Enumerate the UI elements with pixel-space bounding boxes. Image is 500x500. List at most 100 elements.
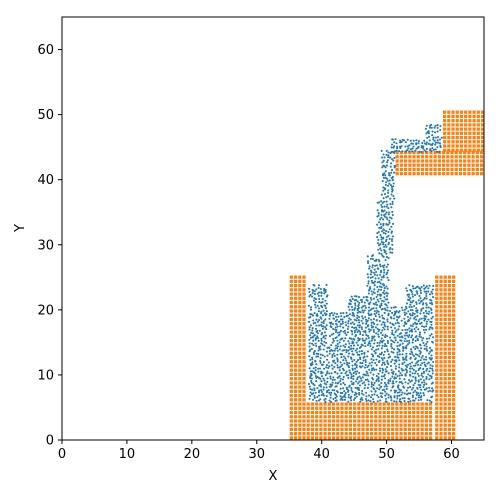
fluid-particle [389,216,392,219]
fluid-particle [336,331,339,334]
fluid-particle [390,150,393,154]
boundary-particle [378,419,382,423]
boundary-particle [447,427,452,432]
fluid-particle [357,329,360,332]
boundary-particle [452,427,456,432]
fluid-particle [397,386,400,389]
boundary-particle [439,292,443,296]
boundary-particle [439,330,443,334]
fluid-particle [347,349,350,352]
fluid-particle [367,399,370,402]
fluid-particle [416,372,419,375]
fluid-particle [378,252,381,255]
boundary-particle [443,410,447,415]
boundary-particle [331,423,336,427]
boundary-particle [435,393,439,398]
boundary-particle [395,155,399,159]
fluid-particle [324,288,327,292]
boundary-particle [447,364,452,368]
fluid-particle [314,327,318,330]
boundary-particle [293,436,298,440]
fluid-particle [386,320,389,323]
fluid-particle [414,397,417,400]
fluid-particle [361,376,364,379]
fluid-particle [387,207,390,210]
fluid-particle [361,382,364,385]
fluid-particle [342,375,345,379]
fluid-particle [387,156,390,159]
fluid-particle [370,307,373,310]
fluid-particle [390,171,393,174]
plot-area [62,17,484,440]
boundary-particle [293,292,298,296]
fluid-particle [352,337,355,340]
boundary-particle [420,427,424,432]
fluid-particle [425,312,428,315]
boundary-particle [374,419,378,423]
fluid-particle [317,294,320,297]
fluid-particle [312,319,315,322]
boundary-particle [310,436,315,440]
fluid-particle [419,359,422,362]
fluid-particle [437,135,440,139]
boundary-particle [336,402,340,406]
fluid-particle [328,346,331,349]
boundary-particle [302,381,306,385]
fluid-particle [315,399,318,402]
x-axis-label: X [269,469,278,484]
fluid-particle [342,312,345,315]
boundary-particle [399,159,403,163]
fluid-particle [357,388,361,392]
fluid-particle [381,371,384,374]
boundary-particle [447,135,451,140]
fluid-particle [310,377,313,380]
boundary-particle [399,432,403,436]
boundary-particle [435,334,439,338]
boundary-particle [435,292,439,296]
boundary-particle [293,317,298,322]
fluid-particle [391,202,394,206]
fluid-particle [386,184,390,187]
boundary-particle [476,140,480,144]
fluid-particle [380,216,383,219]
fluid-particle [387,257,390,260]
fluid-particle [366,334,370,338]
boundary-particle [365,402,369,406]
fluid-particle [422,370,425,373]
boundary-particle [412,163,416,167]
boundary-particle [443,402,447,406]
boundary-particle [446,167,450,172]
fluid-particle [358,393,361,396]
fluid-particle [354,386,357,389]
fluid-particle [436,130,439,133]
fluid-particle [331,341,334,344]
fluid-particle [328,372,331,375]
fluid-particle [380,269,383,272]
boundary-particle [395,423,399,427]
fluid-particle [367,324,370,327]
fluid-particle [373,284,376,287]
fluid-particle [392,385,395,388]
fluid-particle [386,271,389,274]
fluid-particle [408,298,411,302]
boundary-particle [416,155,420,159]
fluid-particle [364,363,367,367]
boundary-particle [302,372,306,377]
fluid-particle [369,371,372,374]
fluid-particle [359,400,362,403]
boundary-particle [435,360,439,364]
boundary-particle [439,368,443,372]
fluid-particle [434,148,437,151]
fluid-particle [401,356,404,359]
fluid-particle [408,293,411,296]
fluid-particle [307,320,311,323]
boundary-particle [336,427,340,432]
fluid-particle [419,297,422,300]
boundary-particle [289,427,293,432]
fluid-particle [392,324,395,327]
fluid-particle [385,238,388,241]
fluid-particle [422,328,425,331]
fluid-particle [372,367,375,370]
fluid-particle [392,159,395,162]
fluid-particle [343,390,346,393]
